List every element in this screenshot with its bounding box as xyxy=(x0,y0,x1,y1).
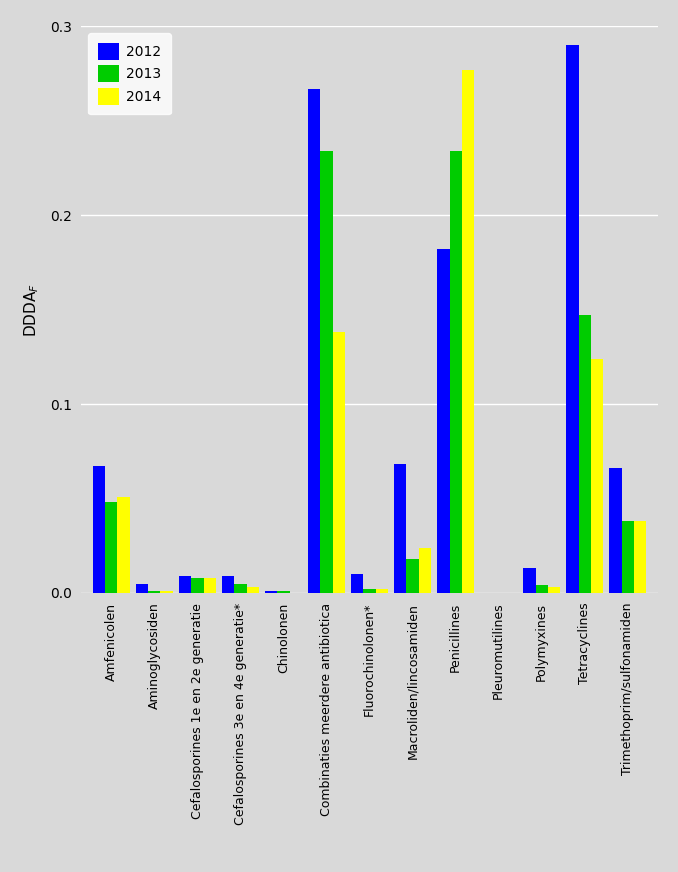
Legend: 2012, 2013, 2014: 2012, 2013, 2014 xyxy=(88,33,171,114)
Bar xyxy=(462,70,474,593)
Bar xyxy=(235,583,247,593)
Bar xyxy=(395,465,407,593)
Bar xyxy=(332,332,344,593)
Bar xyxy=(376,589,388,593)
Bar xyxy=(308,89,321,593)
Bar xyxy=(567,45,578,593)
Bar xyxy=(610,468,622,593)
Bar xyxy=(536,585,548,593)
Bar xyxy=(148,591,161,593)
Bar xyxy=(548,588,559,593)
Bar xyxy=(523,569,536,593)
Bar xyxy=(265,591,277,593)
Bar xyxy=(247,588,258,593)
Bar xyxy=(437,249,450,593)
Bar xyxy=(180,576,191,593)
Bar xyxy=(277,591,290,593)
Bar xyxy=(136,583,148,593)
Y-axis label: DDDA$_F$: DDDA$_F$ xyxy=(22,283,41,337)
Bar xyxy=(351,574,363,593)
Bar xyxy=(191,578,203,593)
Bar xyxy=(203,578,216,593)
Bar xyxy=(363,589,376,593)
Bar xyxy=(117,496,129,593)
Bar xyxy=(450,151,462,593)
Bar xyxy=(622,521,633,593)
Bar xyxy=(222,576,235,593)
Bar xyxy=(591,358,603,593)
Bar xyxy=(633,521,645,593)
Bar xyxy=(161,591,172,593)
Bar xyxy=(578,316,591,593)
Bar xyxy=(407,559,418,593)
Bar xyxy=(94,467,106,593)
Bar xyxy=(418,548,431,593)
Bar xyxy=(321,151,332,593)
Bar xyxy=(106,502,117,593)
